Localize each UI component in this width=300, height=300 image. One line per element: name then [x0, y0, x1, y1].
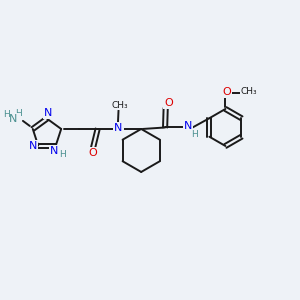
Text: H: H — [3, 110, 10, 119]
Text: H: H — [59, 150, 66, 159]
Text: H: H — [192, 130, 198, 139]
Text: H: H — [15, 109, 22, 118]
Text: N: N — [50, 146, 59, 156]
Text: N: N — [114, 123, 123, 133]
Text: CH₃: CH₃ — [240, 87, 257, 96]
Text: O: O — [88, 148, 97, 158]
Text: CH₃: CH₃ — [112, 100, 128, 109]
Text: N: N — [184, 121, 192, 131]
Text: O: O — [164, 98, 173, 108]
Text: N: N — [9, 114, 18, 124]
Text: O: O — [222, 87, 231, 97]
Text: N: N — [44, 108, 52, 118]
Text: N: N — [28, 141, 37, 151]
